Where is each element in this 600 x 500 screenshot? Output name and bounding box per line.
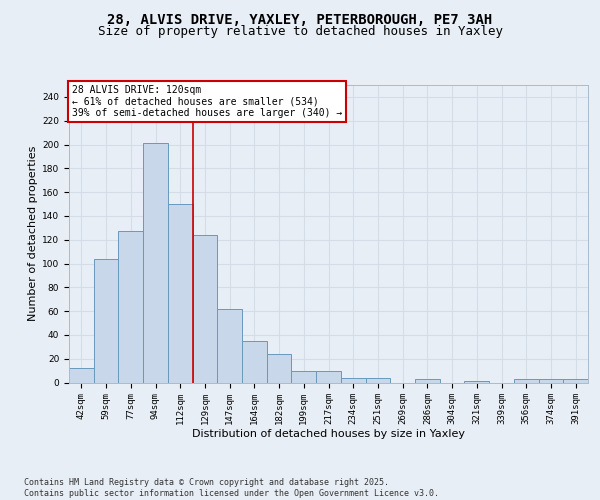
Y-axis label: Number of detached properties: Number of detached properties (28, 146, 38, 322)
Bar (514, 379, 539, 382)
Text: Contains HM Land Registry data © Crown copyright and database right 2025.
Contai: Contains HM Land Registry data © Crown c… (24, 478, 439, 498)
Bar (242, 341, 267, 382)
Bar (267, 354, 292, 382)
Bar (341, 378, 365, 382)
Bar (143, 144, 168, 382)
Bar (539, 379, 563, 382)
Bar (415, 379, 440, 382)
Text: 28 ALVIS DRIVE: 120sqm
← 61% of detached houses are smaller (534)
39% of semi-de: 28 ALVIS DRIVE: 120sqm ← 61% of detached… (71, 85, 342, 118)
Bar (193, 235, 217, 382)
Bar (94, 258, 118, 382)
Bar (292, 370, 316, 382)
Bar (316, 370, 341, 382)
X-axis label: Distribution of detached houses by size in Yaxley: Distribution of detached houses by size … (192, 428, 465, 438)
Bar (563, 379, 588, 382)
Bar (217, 308, 242, 382)
Text: Size of property relative to detached houses in Yaxley: Size of property relative to detached ho… (97, 25, 503, 38)
Bar (168, 204, 193, 382)
Bar (69, 368, 94, 382)
Bar (118, 232, 143, 382)
Text: 28, ALVIS DRIVE, YAXLEY, PETERBOROUGH, PE7 3AH: 28, ALVIS DRIVE, YAXLEY, PETERBOROUGH, P… (107, 12, 493, 26)
Bar (365, 378, 390, 382)
